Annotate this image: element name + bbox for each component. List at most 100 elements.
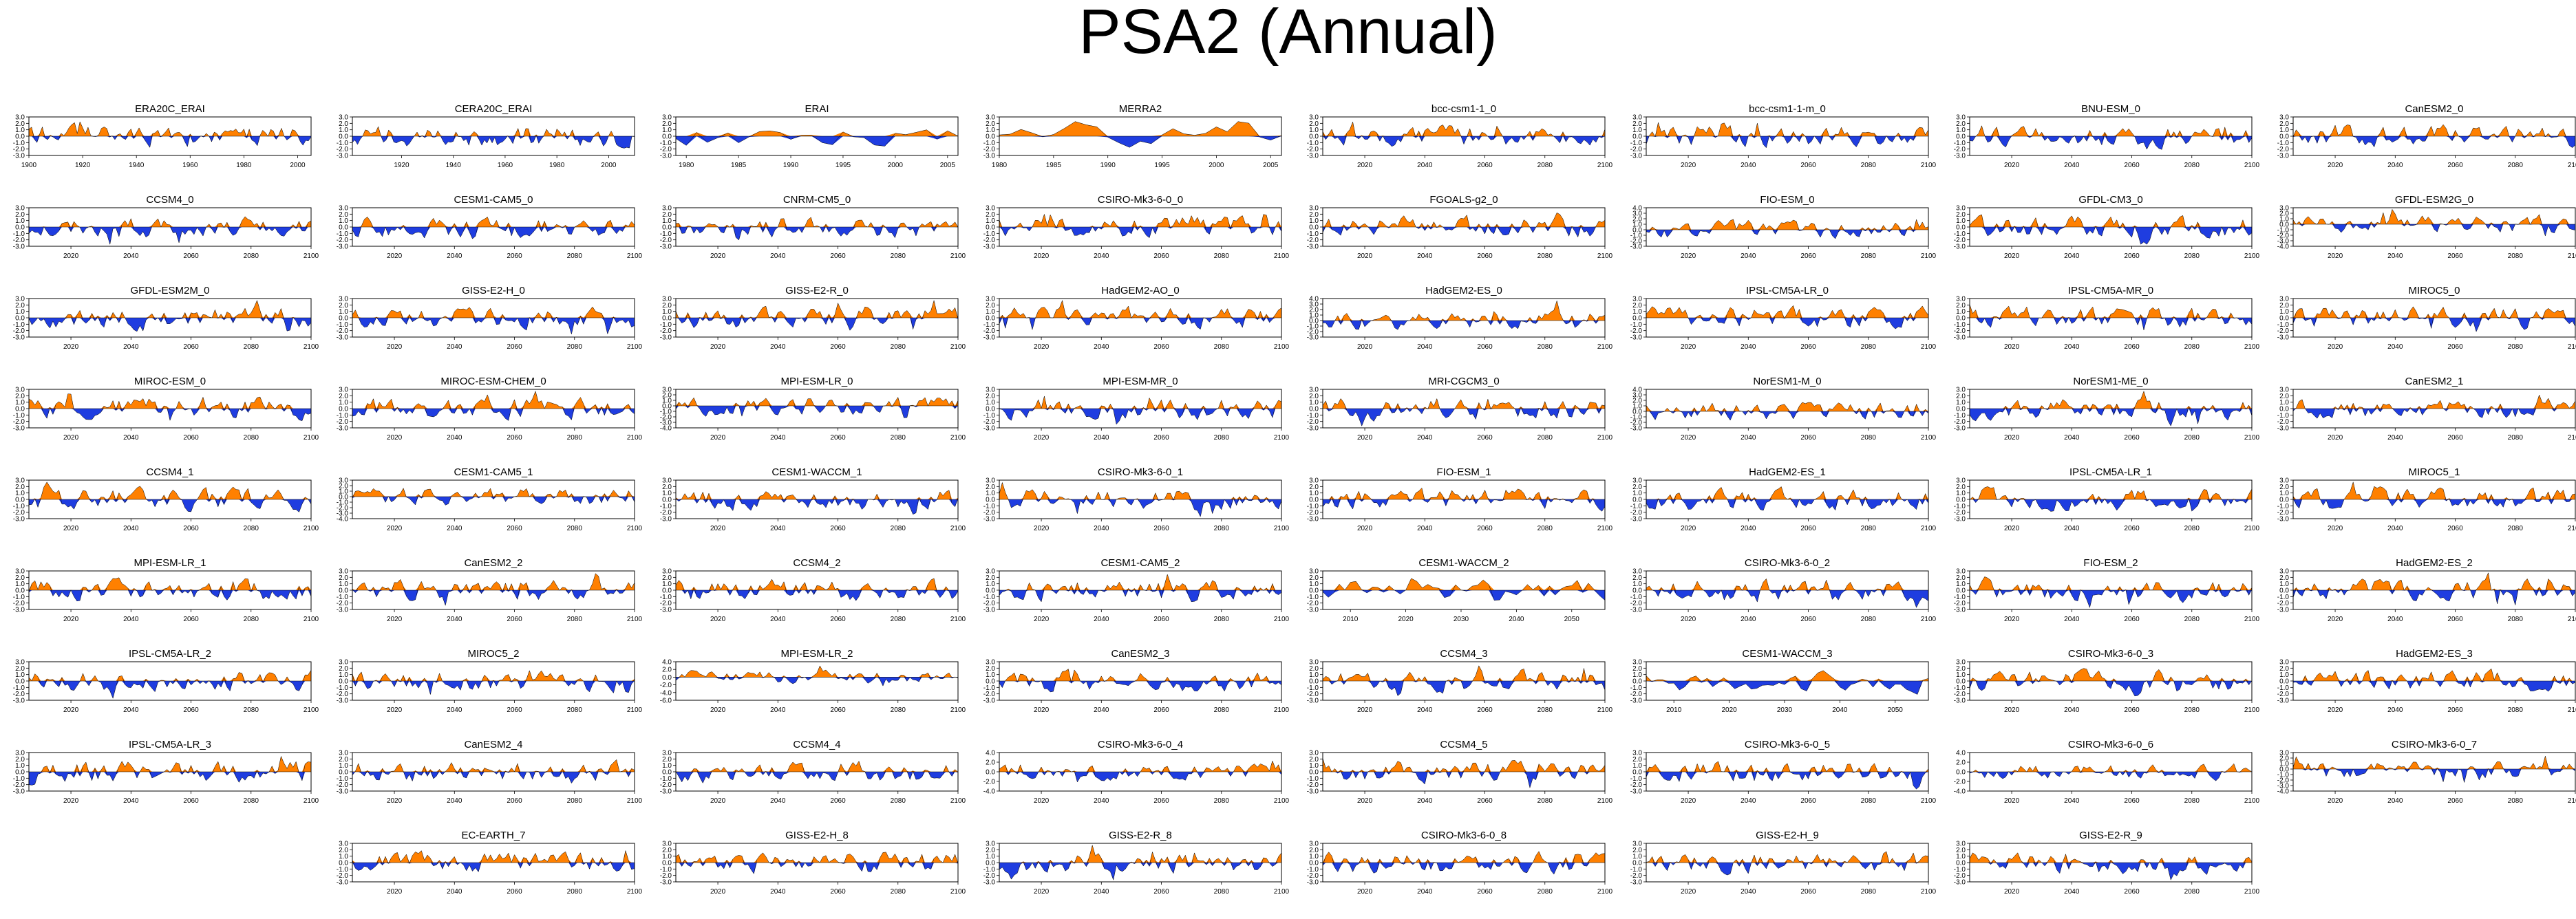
y-tick-label: 3.0 xyxy=(339,568,348,576)
panel-title: MIROC-ESM-CHEM_0 xyxy=(440,376,546,387)
y-tick-label: 0.0 xyxy=(15,587,25,595)
y-tick-label: 1.0 xyxy=(339,671,348,679)
y-tick-label: 0.0 xyxy=(662,403,672,411)
x-tick-label: 2020 xyxy=(1357,706,1373,714)
y-tick-label: 2.0 xyxy=(986,574,995,582)
panel-cesm1-cam5_1: CESM1-CAM5_1 3.02.01.00.0-1.0-2.0-3.0-4.0… xyxy=(337,466,643,532)
x-tick-label: 2100 xyxy=(1597,162,1613,169)
y-tick-label: 1.0 xyxy=(339,762,348,770)
y-tick-label: -1.0 xyxy=(1307,775,1319,783)
y-tick-label: 3.0 xyxy=(986,659,995,667)
x-tick-label: 2100 xyxy=(2244,343,2260,351)
y-tick-label: -2.0 xyxy=(1954,237,1966,244)
y-tick-label: -2.0 xyxy=(983,779,996,786)
series-line xyxy=(352,126,635,149)
panel-title: CSIRO-Mk3-6-0_3 xyxy=(2068,648,2153,660)
y-tick-label: -1.0 xyxy=(1630,233,1643,240)
x-tick-label: 2040 xyxy=(1832,706,1848,714)
panel-ccsm4_4: CCSM4_4 3.02.01.00.0-1.0-2.0-3.0 2020 2040 2… xyxy=(660,739,966,805)
x-tick-label: 2040 xyxy=(1094,252,1109,260)
x-tick-label: 2020 xyxy=(2328,343,2343,351)
series-line xyxy=(2292,208,2576,237)
x-tick-label: 2080 xyxy=(567,706,583,714)
x-tick-label: 2060 xyxy=(1800,434,1816,442)
y-tick-label: 0.0 xyxy=(2279,221,2289,229)
y-tick-label: -4.0 xyxy=(2277,788,2290,796)
x-tick-label: 2100 xyxy=(304,525,319,532)
y-tick-label: 3.0 xyxy=(986,296,995,303)
y-tick-label: 0.0 xyxy=(1632,769,1642,777)
panel-giss-e2-r_0: GISS-E2-R_0 3.02.01.00.0-1.0-2.0-3.0 2020 2… xyxy=(660,285,966,351)
y-tick-label: 2.0 xyxy=(986,393,995,400)
panel-title: IPSL-CM5A-LR_0 xyxy=(1746,285,1829,296)
series-line xyxy=(1322,398,1606,426)
y-tick-label: -1.0 xyxy=(660,321,672,329)
x-tick-label: 2040 xyxy=(1741,162,1756,169)
x-tick-label: 2040 xyxy=(1741,252,1756,260)
x-tick-label: 2060 xyxy=(2447,343,2463,351)
x-tick-label: 2100 xyxy=(2568,343,2576,351)
x-tick-label: 2100 xyxy=(1597,888,1613,896)
y-tick-label: 2.0 xyxy=(1309,665,1319,673)
y-tick-label: -3.0 xyxy=(337,153,349,160)
x-tick-label: 2020 xyxy=(2004,616,2020,623)
y-tick-label: 2.0 xyxy=(1632,847,1642,854)
y-tick-label: -2.0 xyxy=(337,691,349,698)
y-tick-label: -1.0 xyxy=(1630,866,1643,874)
series-line xyxy=(1969,486,2253,512)
x-tick-label: 2100 xyxy=(950,252,966,260)
y-tick-label: 0.0 xyxy=(986,497,995,504)
panel-mpi-esm-lr_1: MPI-ESM-LR_1 3.02.01.00.0-1.0-2.0-3.0 2020… xyxy=(13,557,319,623)
y-tick-label: 0.0 xyxy=(2279,678,2289,686)
y-tick-label: 0.0 xyxy=(2279,315,2289,323)
y-tick-label: 3.0 xyxy=(2279,568,2289,576)
x-tick-label: 2080 xyxy=(1214,525,1230,532)
y-tick-label: -2.0 xyxy=(337,146,349,153)
x-tick-label: 2060 xyxy=(1153,616,1169,623)
negative-area xyxy=(29,318,311,332)
y-tick-label: 0.0 xyxy=(1956,587,1966,595)
x-tick-label: 2060 xyxy=(1800,616,1816,623)
panel-csiro-mk3-6-0_5: CSIRO-Mk3-6-0_5 3.02.01.00.0-1.0-2.0-3.0 2… xyxy=(1630,739,1937,805)
panel-giss-e2-r_8: GISS-E2-R_8 3.02.01.00.0-1.0-2.0-3.0 2020 2… xyxy=(983,830,1290,896)
y-tick-label: 3.0 xyxy=(339,659,348,667)
y-tick-label: 1.0 xyxy=(2279,490,2289,497)
positive-area xyxy=(1323,851,1605,863)
y-tick-label: 3.0 xyxy=(986,477,995,485)
x-tick-label: 2100 xyxy=(1921,162,1937,169)
y-tick-label: -3.0 xyxy=(983,516,996,523)
panel-title: GISS-E2-H_9 xyxy=(1756,830,1819,841)
x-tick-label: 2100 xyxy=(1274,706,1290,714)
negative-area xyxy=(1323,409,1605,426)
series-line xyxy=(352,759,635,784)
series-line xyxy=(1646,219,1929,239)
positive-area xyxy=(29,121,311,136)
series-line xyxy=(999,482,1282,517)
y-tick-label: 0.0 xyxy=(1632,587,1642,595)
panel-giss-e2-h_0: GISS-E2-H_0 3.02.01.00.0-1.0-2.0-3.0 2020 2… xyxy=(337,285,643,351)
positive-area xyxy=(1970,764,2252,772)
y-tick-label: -2.0 xyxy=(1630,146,1643,153)
panel-giss-e2-r_9: GISS-E2-R_9 3.02.01.00.0-1.0-2.0-3.0 2020 2… xyxy=(1954,830,2260,896)
y-tick-label: -3.0 xyxy=(13,244,25,251)
x-tick-label: 2040 xyxy=(2064,162,2080,169)
y-tick-label: 1.0 xyxy=(339,488,348,496)
y-tick-label: -2.0 xyxy=(2277,600,2290,607)
positive-area xyxy=(2293,669,2575,681)
y-tick-label: -3.0 xyxy=(337,334,349,342)
panel-title: CCSM4_5 xyxy=(1440,739,1487,750)
panel-hadgem2-es_2: HadGEM2-ES_2 3.02.01.00.0-1.0-2.0-3.0 2020… xyxy=(2277,557,2576,623)
x-tick-label: 2060 xyxy=(507,797,522,805)
panel-title: HadGEM2-AO_0 xyxy=(1101,285,1179,296)
y-tick-label: -1.0 xyxy=(1954,321,1966,329)
x-tick-label: 2080 xyxy=(891,706,906,714)
y-tick-label: 1.0 xyxy=(15,490,25,497)
y-tick-label: 2.0 xyxy=(1956,302,1966,310)
x-tick-label: 2080 xyxy=(1214,616,1230,623)
y-tick-label: 0.0 xyxy=(1632,497,1642,504)
positive-area xyxy=(1970,215,2252,227)
y-tick-label: -1.0 xyxy=(13,594,25,601)
y-tick-label: 0.0 xyxy=(1309,318,1319,325)
negative-area xyxy=(676,318,958,331)
negative-area xyxy=(1970,863,2252,880)
